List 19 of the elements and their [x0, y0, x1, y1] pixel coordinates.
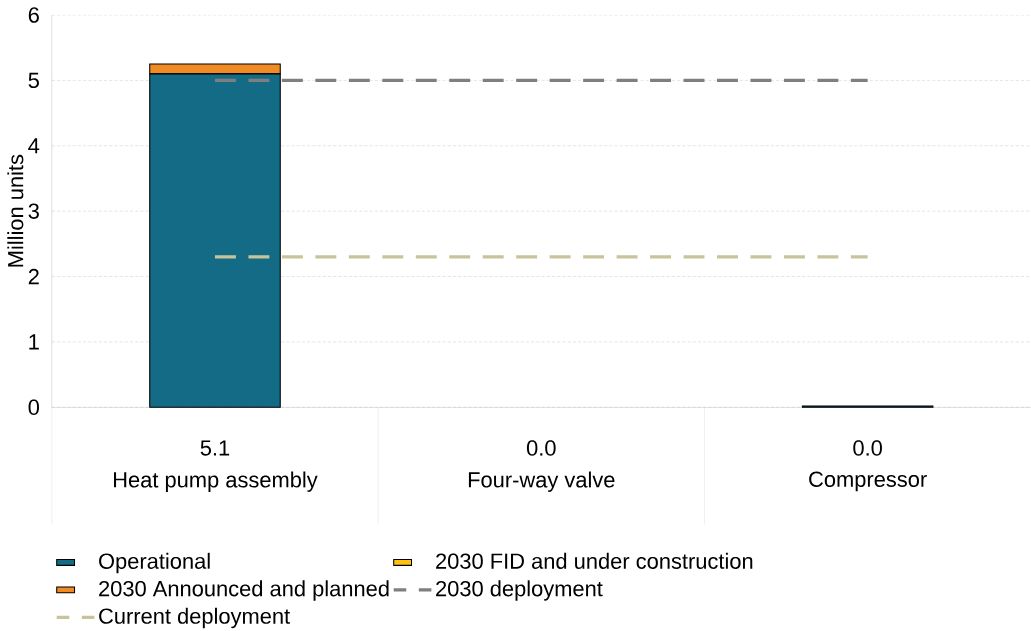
text: 5.1 [200, 440, 230, 456]
y-tick-label: 3 [28, 203, 39, 219]
x-tick-label: Compressor [809, 471, 927, 492]
legend-label: 2030 Announced and planned [99, 580, 389, 601]
x-tick-label: Heat pump assembly [114, 471, 318, 492]
y-tick-label: 6 [28, 7, 39, 23]
legend-label: 2030 deployment [436, 580, 603, 601]
text: 0.0 [526, 440, 556, 456]
legend-label: Operational [99, 552, 210, 574]
y-tick-label: 4 [28, 138, 40, 154]
y-tick-label: 0 [28, 399, 40, 415]
legend-label: 2030 FID and under construction [436, 552, 753, 569]
text: 0.0 [853, 440, 882, 456]
legend-label: Current deployment [99, 607, 290, 629]
x-tick-label: Four-way valve [468, 471, 615, 492]
y-tick-label: 2 [28, 268, 39, 285]
y-tick-label: 1 [29, 334, 39, 350]
y-axis-title: Million units [7, 154, 24, 267]
y-tick-label: 5 [28, 72, 39, 88]
